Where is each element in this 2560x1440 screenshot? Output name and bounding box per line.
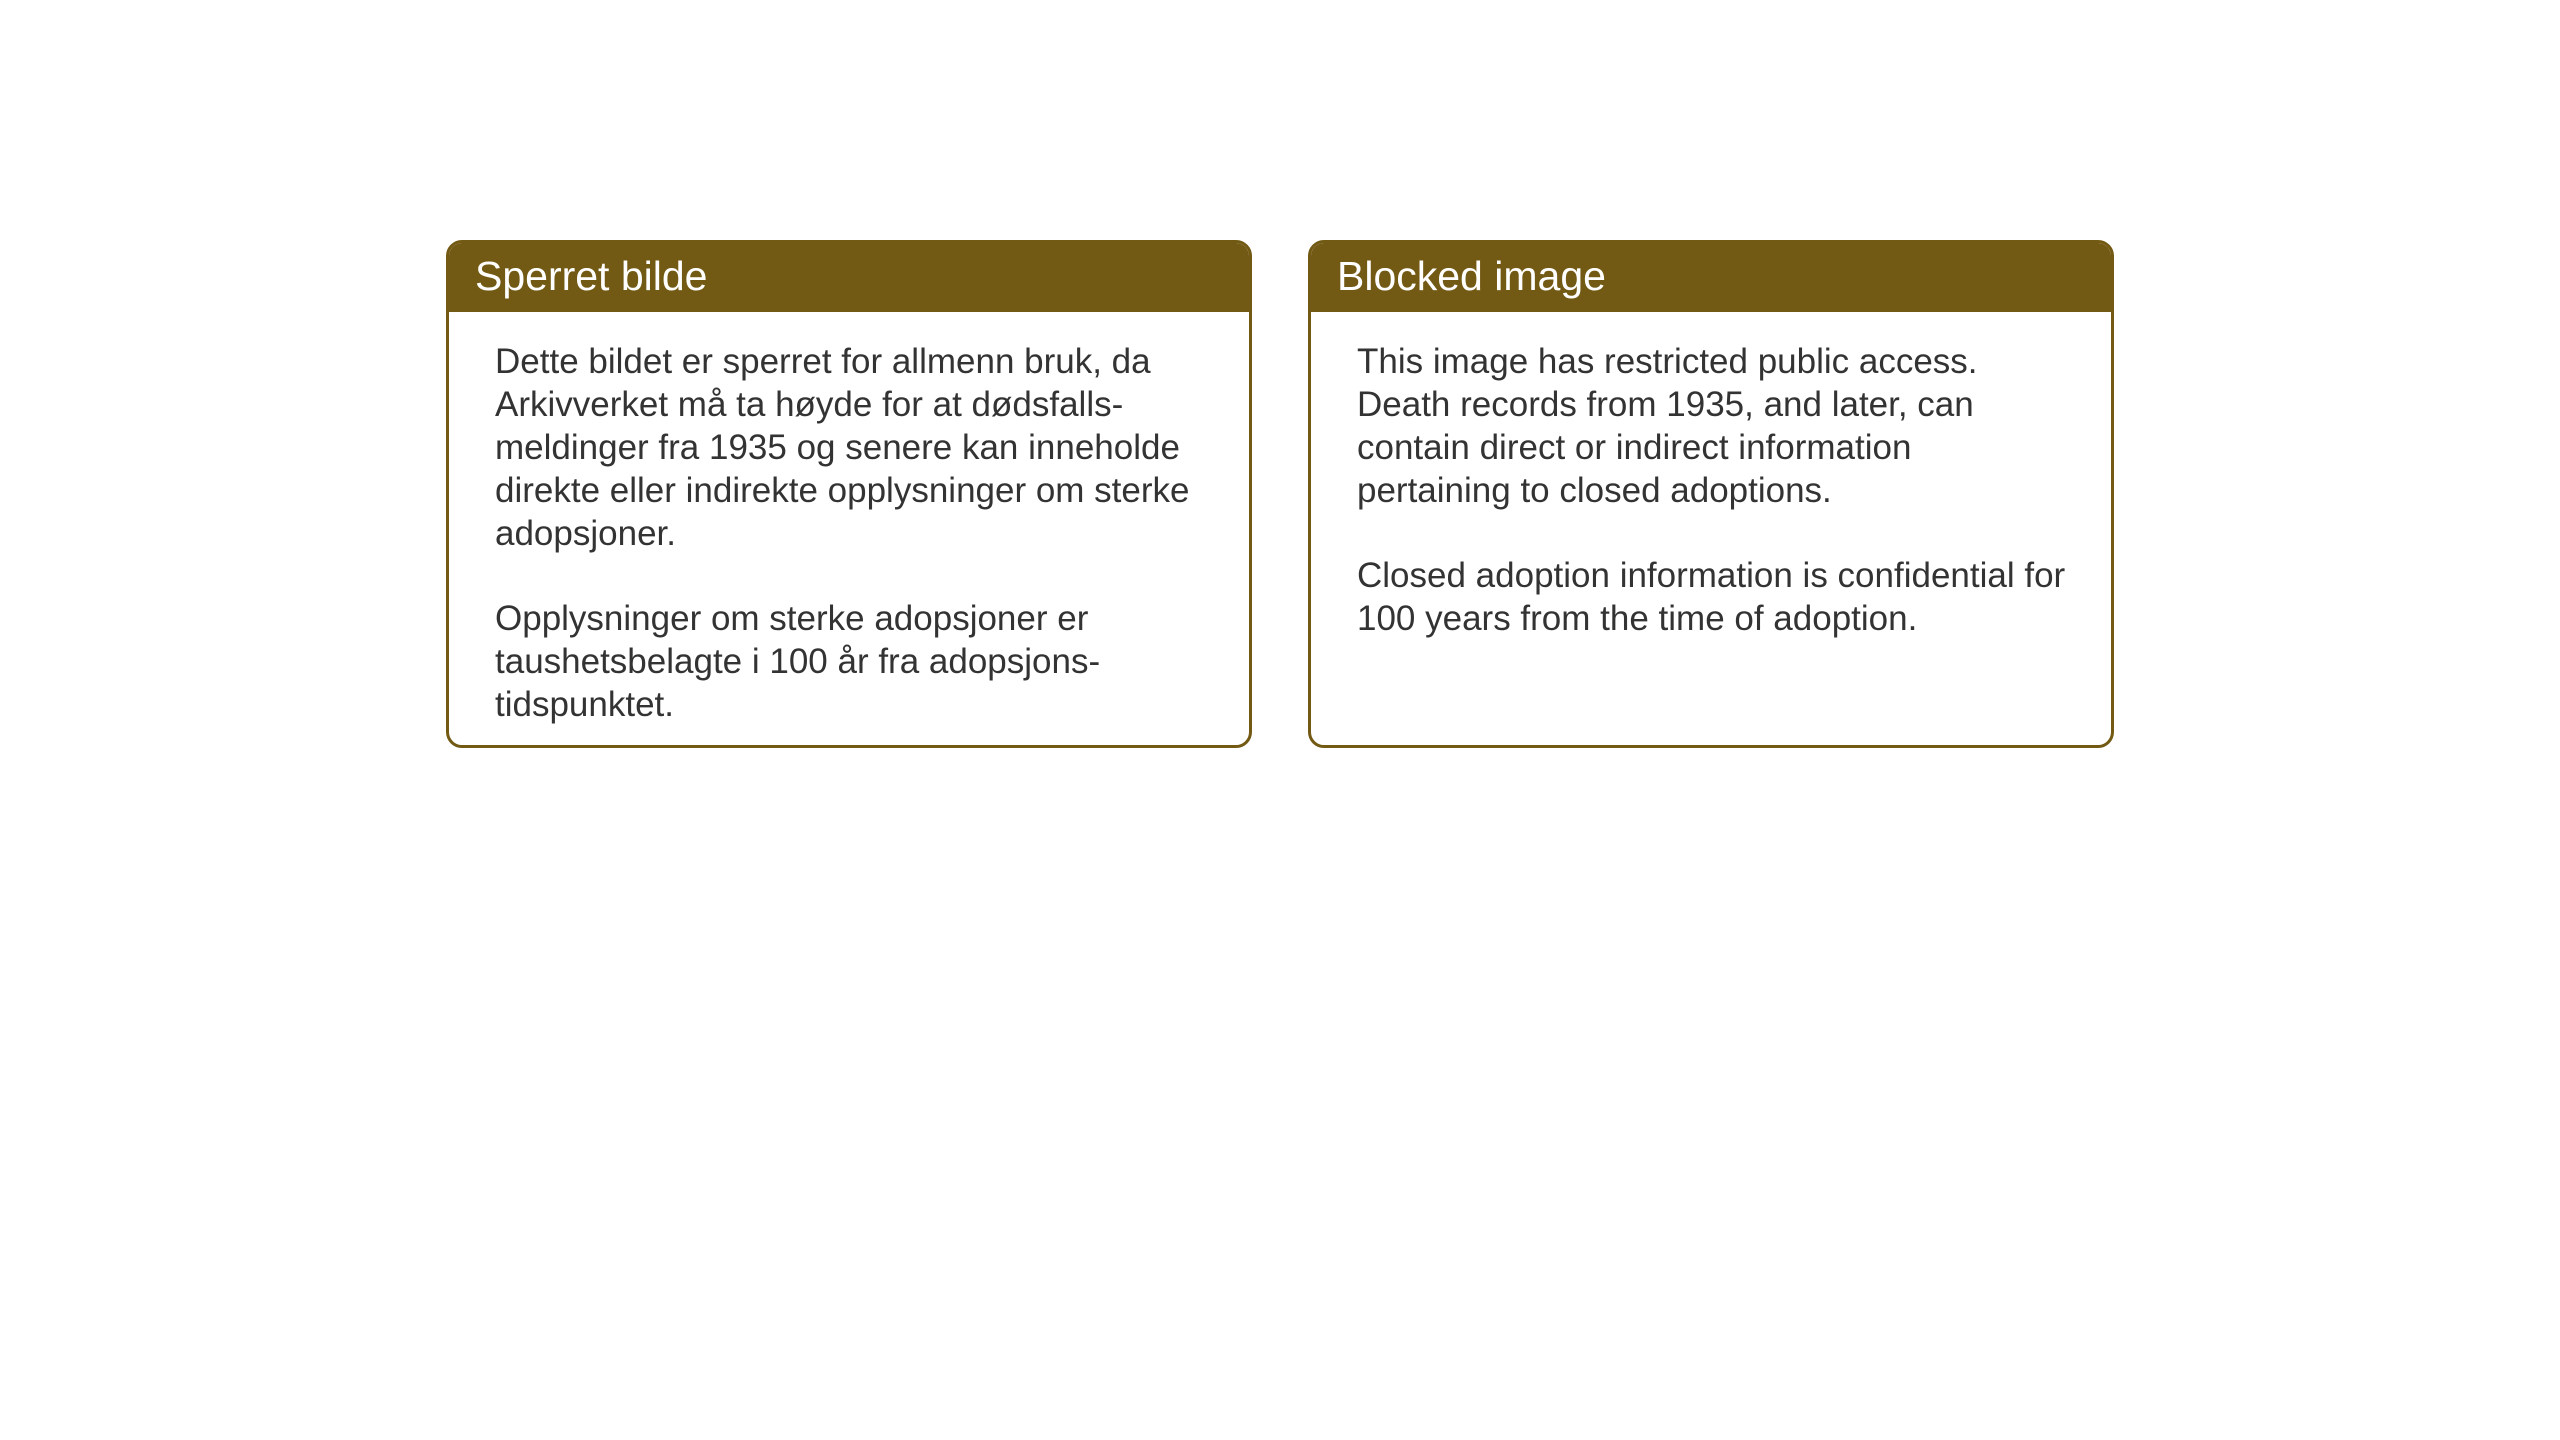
panels-container: Sperret bilde Dette bildet er sperret fo…: [0, 0, 2560, 748]
english-paragraph-2: Closed adoption information is confident…: [1357, 554, 2071, 640]
norwegian-paragraph-1: Dette bildet er sperret for allmenn bruk…: [495, 340, 1209, 555]
norwegian-panel-title: Sperret bilde: [449, 243, 1249, 312]
norwegian-panel: Sperret bilde Dette bildet er sperret fo…: [446, 240, 1252, 748]
english-panel: Blocked image This image has restricted …: [1308, 240, 2114, 748]
norwegian-paragraph-2: Opplysninger om sterke adopsjoner er tau…: [495, 597, 1209, 726]
english-panel-body: This image has restricted public access.…: [1311, 312, 2111, 668]
english-paragraph-1: This image has restricted public access.…: [1357, 340, 2071, 512]
english-panel-title: Blocked image: [1311, 243, 2111, 312]
norwegian-panel-body: Dette bildet er sperret for allmenn bruk…: [449, 312, 1249, 748]
